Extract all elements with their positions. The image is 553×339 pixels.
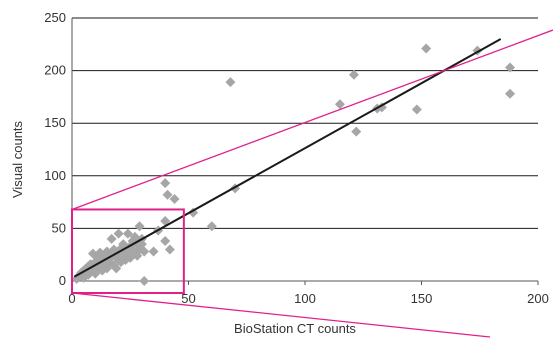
data-point [160,216,171,227]
x-tick-label-0: 0 [68,291,75,306]
data-point [122,228,133,239]
y-tick-label-200: 200 [44,63,66,78]
zoom-connector-top [71,29,553,211]
data-point [113,228,124,239]
data-point [505,88,516,99]
y-tick-label-0: 0 [59,273,66,288]
x-tick-label-200: 200 [527,291,549,306]
x-tick-label-100: 100 [294,291,316,306]
data-point [120,254,131,265]
data-point [225,77,236,88]
zoom-annotation [71,29,553,338]
data-point [164,244,175,255]
data-point [162,189,173,200]
x-tick-label-150: 150 [411,291,433,306]
y-tick-label-50: 50 [52,220,66,235]
data-point [348,69,359,80]
trendline [73,38,502,278]
zoom-connector-bottom [71,292,491,338]
data-point [134,221,145,232]
y-tick-label-250: 250 [44,10,66,25]
data-point [505,62,516,73]
y-tick-label-100: 100 [44,168,66,183]
y-axis-title: Visual counts [10,120,25,198]
y-tick-label-150: 150 [44,115,66,130]
x-tick-label-50: 50 [181,291,195,306]
data-point [139,276,150,286]
tick-labels: 0 50 100 150 200 0 50 100 150 200 250 [44,10,549,306]
data-point [94,247,105,258]
zoom-box [71,208,185,295]
data-point [160,236,171,247]
x-axis-title: BioStation CT counts [234,321,356,336]
data-point [136,239,147,250]
data-point [206,221,217,232]
data-points [71,43,516,286]
data-point [148,246,159,257]
data-point [106,233,117,244]
data-point [421,43,432,54]
data-point [139,246,150,257]
data-point [334,99,345,110]
data-point [87,248,98,259]
data-point [351,126,362,137]
data-point [111,263,122,274]
data-point [169,193,180,204]
data-point [160,178,171,189]
data-point [411,104,422,115]
